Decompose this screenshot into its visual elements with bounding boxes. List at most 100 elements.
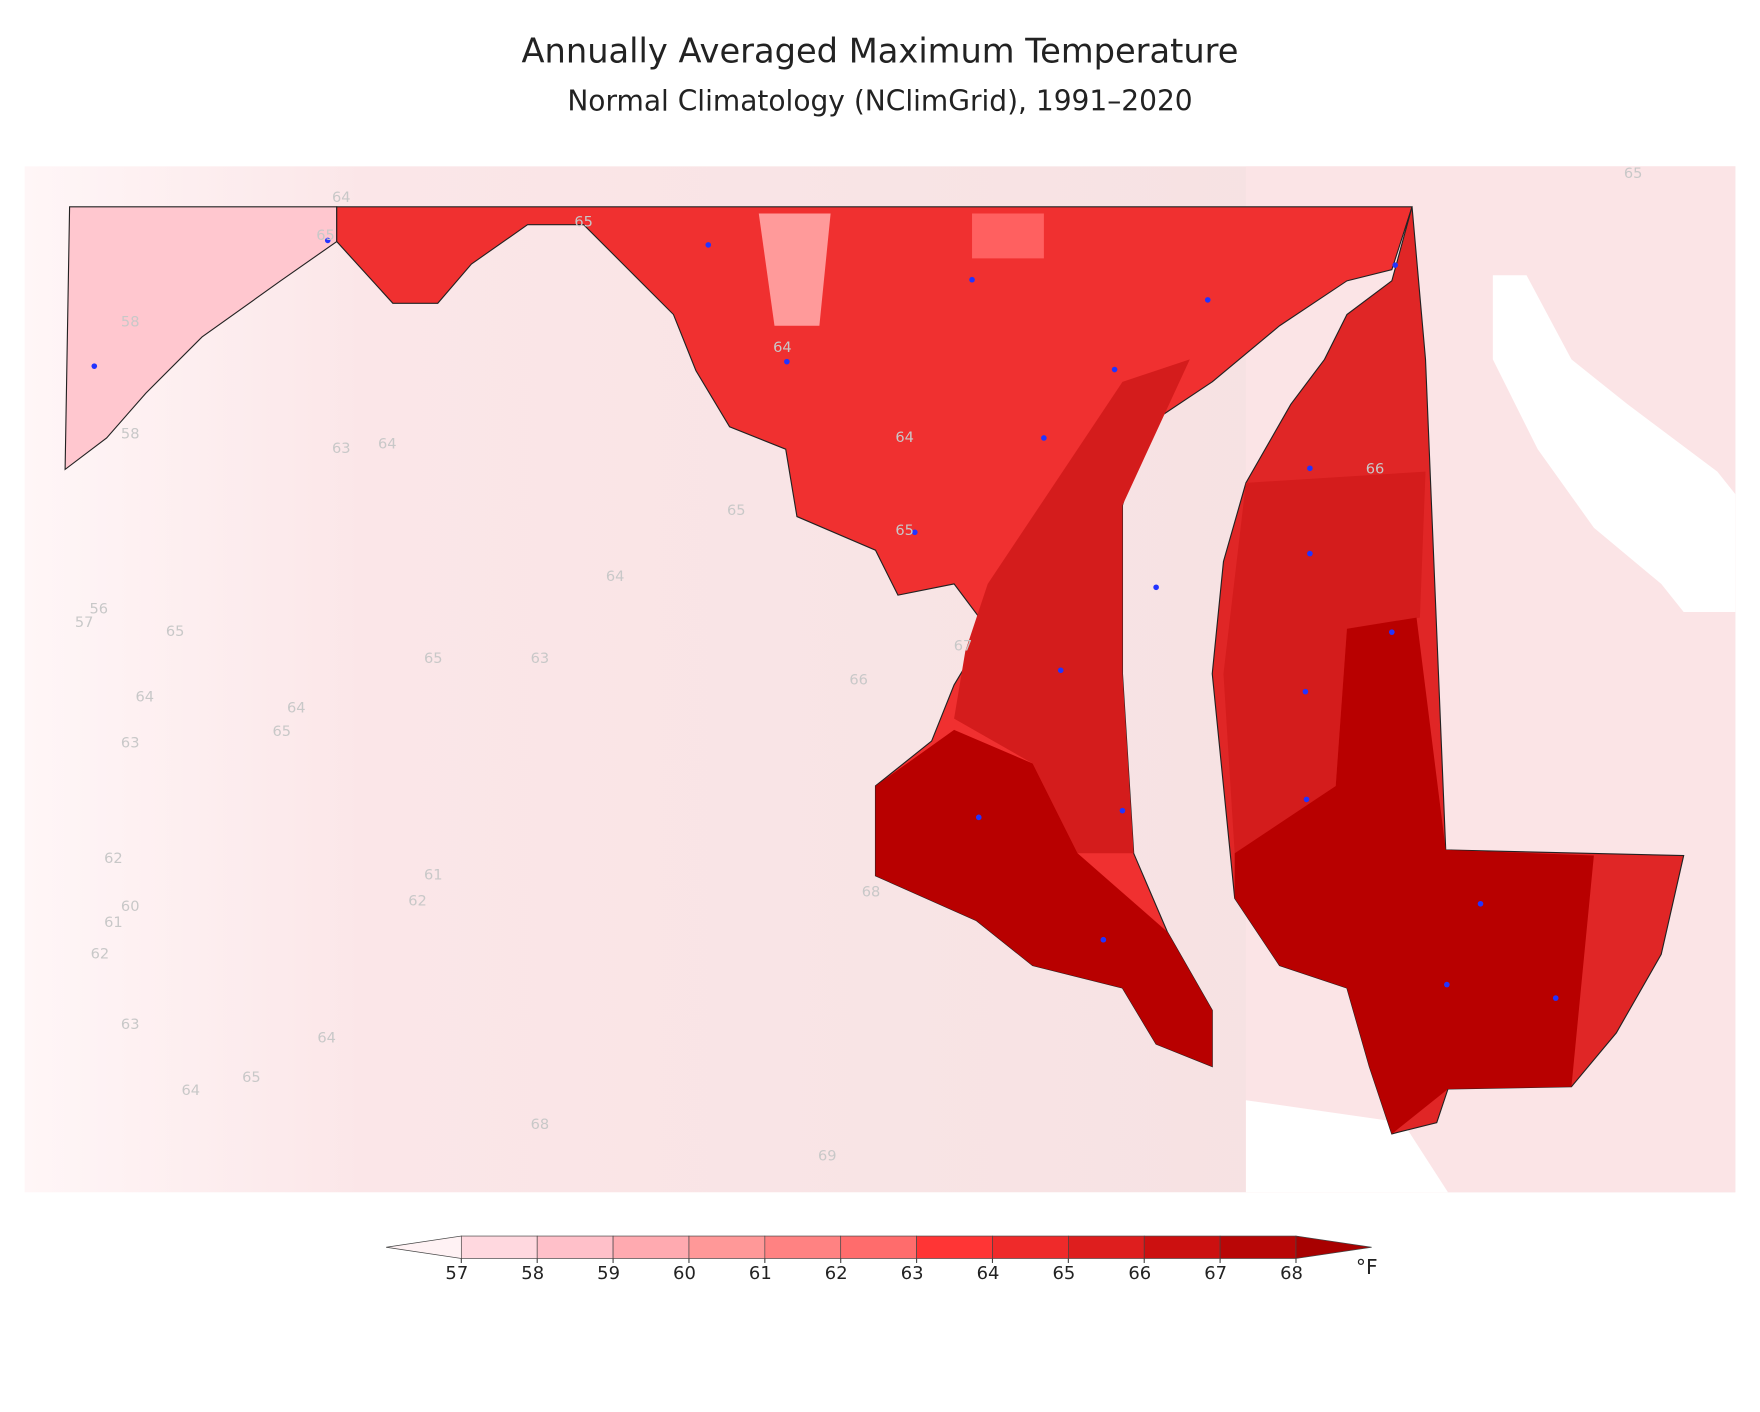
contour-label: 60: [121, 898, 140, 915]
contour-label: 64: [136, 688, 155, 705]
contour-label: 61: [104, 914, 123, 931]
contour-label: 64: [773, 339, 792, 356]
station: [1119, 807, 1126, 814]
station: [1153, 584, 1159, 591]
station: [1552, 995, 1559, 1001]
contour-label: 64: [317, 1029, 336, 1046]
region-band: [1223, 471, 1426, 854]
contour-label: 65: [316, 227, 335, 244]
colorbar-bin: [992, 1235, 1069, 1259]
contour-label: 65: [272, 723, 291, 740]
colorbar-tick-label: 67: [1204, 1263, 1227, 1284]
contour-label: 65: [424, 650, 443, 667]
station: [975, 814, 982, 821]
stations: [91, 237, 1559, 1001]
contour-label: 63: [121, 1016, 140, 1033]
colorbar-bin: [1068, 1235, 1145, 1259]
contour-label: 62: [408, 893, 427, 910]
contour-label: 65: [242, 1069, 261, 1086]
colorbar-tick-label: 66: [1128, 1263, 1151, 1284]
station: [1057, 667, 1064, 674]
title: Annually Averaged Maximum Temperature: [522, 31, 1239, 70]
contour-label: 65: [574, 213, 593, 230]
station: [1111, 366, 1118, 373]
contour-label: 69: [818, 1147, 837, 1164]
colorbar-bin: [612, 1235, 690, 1259]
contour-label: 63: [332, 440, 351, 457]
station: [1302, 688, 1309, 695]
contour-label: 64: [287, 699, 306, 716]
station: [1303, 796, 1310, 803]
colorbar-tick-label: 63: [901, 1263, 924, 1284]
contour-label: 66: [849, 671, 868, 688]
contour-label: 58: [121, 313, 140, 330]
station: [705, 242, 712, 248]
colorbar-bin: [916, 1235, 993, 1259]
contour-label: 64: [182, 1082, 201, 1099]
station: [1307, 465, 1313, 472]
contour-label: 61: [424, 867, 443, 884]
colorbar-tick-label: 60: [673, 1263, 696, 1284]
contour-label: 64: [378, 436, 397, 453]
colorbar-bin: [840, 1235, 917, 1259]
colorbar-bin: [764, 1235, 842, 1259]
contour-label: 57: [75, 614, 94, 631]
subtitle: Normal Climatology (NClimGrid), 1991–202…: [567, 84, 1192, 117]
station: [1477, 900, 1484, 907]
station: [1389, 629, 1395, 635]
station: [969, 276, 975, 283]
colorbar-bin: [460, 1235, 538, 1259]
colorbar-tick-label: 62: [825, 1263, 848, 1284]
contour-label: 68: [531, 1116, 550, 1133]
station: [91, 363, 98, 369]
contour-label: 64: [606, 568, 625, 585]
colorbar-tick-label: 59: [597, 1263, 620, 1284]
colorbar-tick-label: 65: [1052, 1263, 1075, 1284]
colorbar-tick-label: 64: [977, 1263, 1000, 1284]
station: [784, 358, 790, 365]
contour-label: 65: [166, 623, 185, 640]
contour-label: 63: [531, 650, 550, 667]
station: [1392, 262, 1399, 268]
station: [1100, 936, 1107, 943]
contour-label: 62: [104, 850, 123, 867]
contour-label: 68: [862, 884, 881, 901]
colorbar-bin: [1143, 1235, 1221, 1259]
station: [1307, 550, 1313, 557]
region-band: [954, 359, 1190, 854]
colorbar-bin: [536, 1235, 614, 1259]
contour-label: 66: [1366, 460, 1385, 477]
contour-label: 65: [1624, 165, 1643, 182]
region-band: [972, 213, 1044, 259]
contour-label: 64: [332, 189, 351, 206]
contour-label: 56: [89, 601, 108, 618]
region-band: [758, 213, 831, 326]
region-band: [1234, 617, 1594, 1134]
colorbar-tick-label: 58: [521, 1263, 544, 1284]
station: [1204, 297, 1211, 303]
region-band: [875, 729, 1213, 1067]
contour-label: 65: [727, 502, 746, 519]
colorbar: 57 58 59 60 61 62 63 64 65 66 67 68 °F: [386, 1235, 1378, 1284]
colorbar-unit: °F: [1356, 1255, 1378, 1279]
station: [1041, 435, 1047, 441]
colorbar-bin: [688, 1235, 766, 1259]
colorbar-tick-label: 61: [749, 1263, 772, 1284]
station: [1444, 981, 1450, 988]
contour-label: 62: [91, 945, 110, 962]
background-gap: [1492, 275, 1736, 612]
colorbar-bin: [1219, 1235, 1297, 1259]
contour-label: 63: [121, 734, 140, 751]
colorbar-over: [1295, 1235, 1372, 1259]
contour-label: 67: [954, 638, 973, 655]
colorbar-tick-label: 57: [445, 1263, 468, 1284]
colorbar-tick-label: 68: [1280, 1263, 1303, 1284]
contour-label: 65: [895, 522, 914, 539]
station: [911, 529, 918, 536]
station: [324, 237, 331, 244]
contour-label: 58: [121, 426, 140, 443]
contour-label: 64: [895, 429, 914, 446]
